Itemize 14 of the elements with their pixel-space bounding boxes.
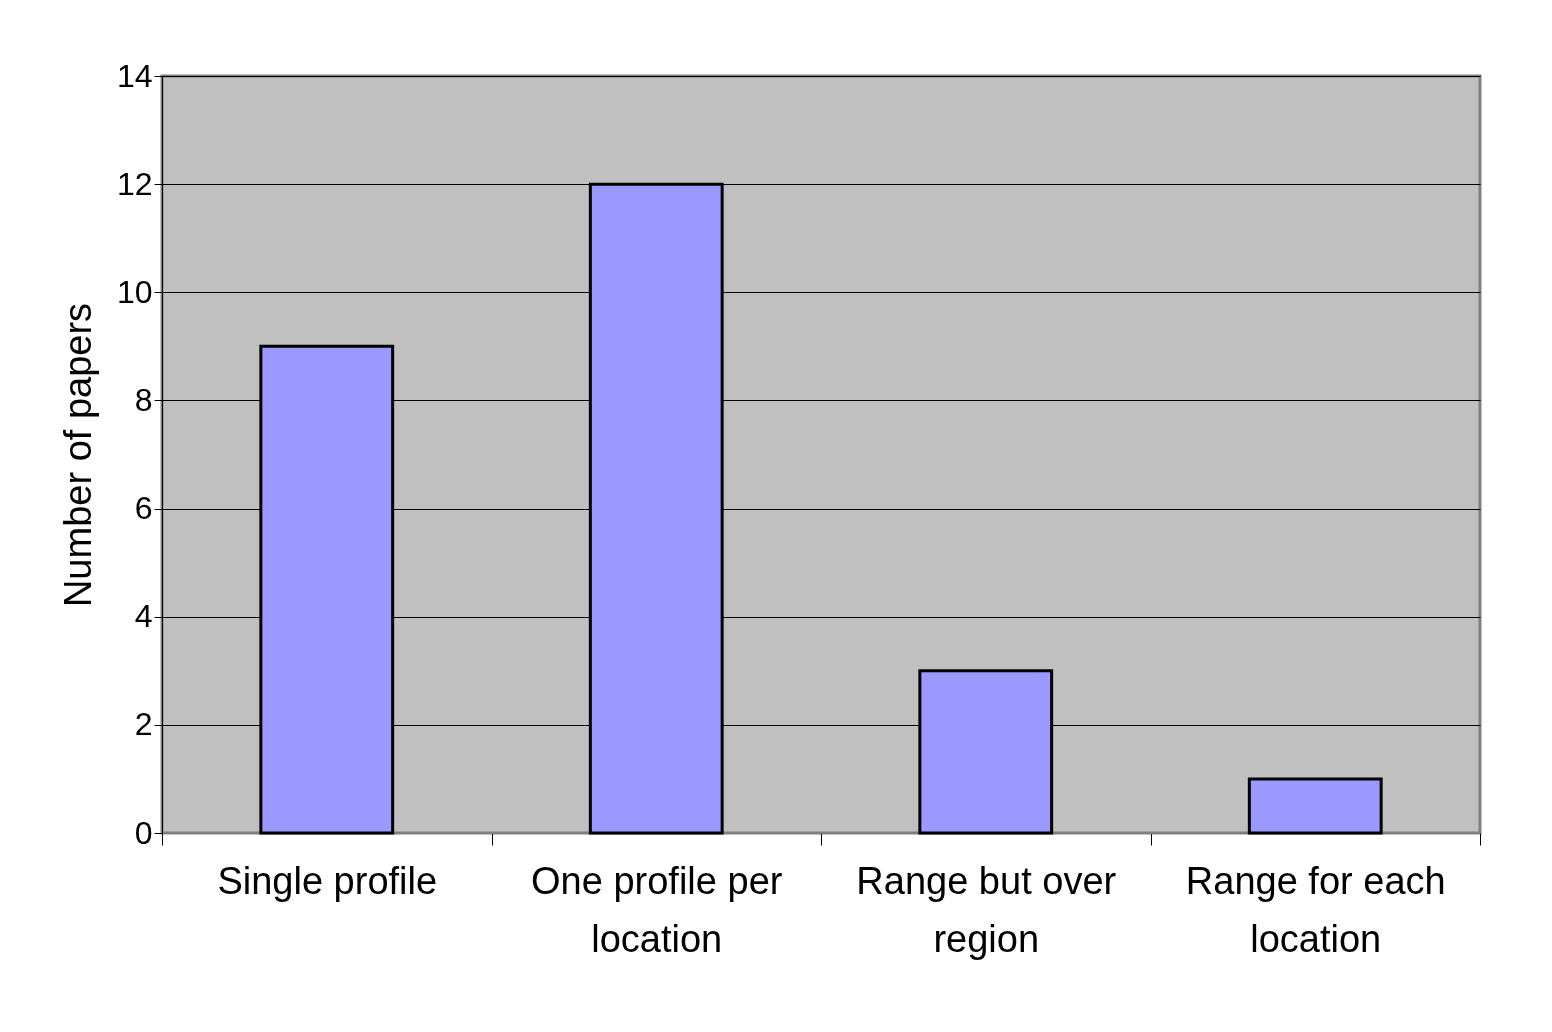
y-tick-label: 8: [134, 381, 153, 418]
x-tick-label: One profile per location: [531, 859, 783, 960]
y-axis-title: Number of papers: [56, 302, 99, 608]
y-tick-label: 10: [116, 273, 153, 310]
y-tick-label: 0: [134, 814, 153, 851]
y-tick-label: 4: [134, 598, 153, 635]
y-tick-label: 6: [134, 490, 153, 527]
x-tick-label: Range for each location: [1185, 859, 1446, 960]
y-tick-label: 2: [134, 706, 153, 743]
y-tick-label: 14: [116, 57, 153, 94]
y-tick-label: 12: [116, 165, 153, 202]
x-tick-label: Single profile: [217, 859, 438, 902]
bar: [1247, 777, 1383, 835]
x-tick-label: Range but over region: [856, 859, 1117, 960]
